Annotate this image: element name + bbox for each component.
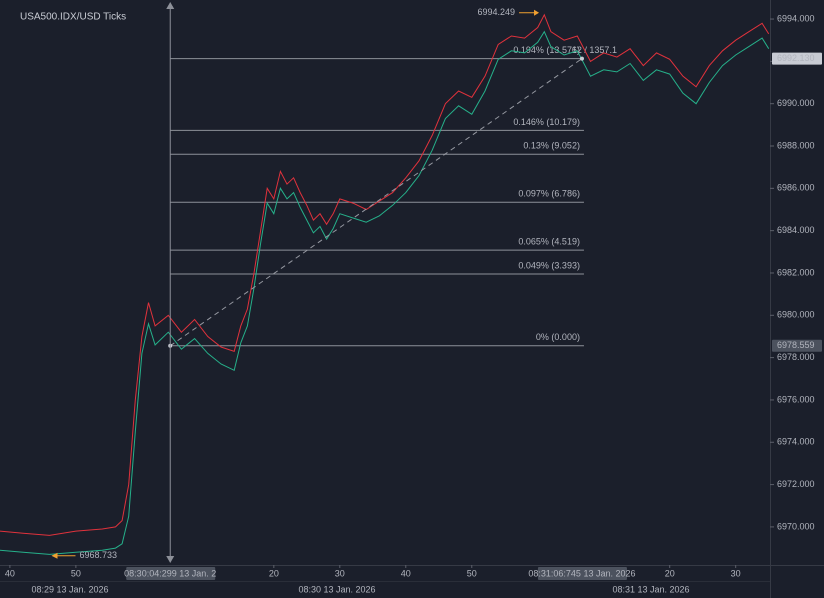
level-label: 0.065% (4.519) — [518, 237, 580, 247]
date-label: 08:31 13 Jan. 2026 — [612, 584, 689, 594]
y-tick-label: 6982.000 — [777, 267, 815, 277]
time-label-box — [126, 567, 216, 580]
low-label: 6968.733 — [79, 550, 117, 560]
y-tick-label: 6974.000 — [777, 437, 815, 447]
x-tick-label: 50 — [467, 568, 477, 578]
price-line — [0, 13, 770, 536]
crosshair-arrow — [166, 2, 175, 9]
price-label: 6978.559 — [777, 340, 815, 350]
time-label-box — [537, 567, 627, 580]
x-tick-label: 30 — [731, 568, 741, 578]
x-tick-label: 50 — [71, 568, 81, 578]
price-line — [0, 30, 770, 555]
high-label: 6994.249 — [477, 7, 515, 17]
time-label: 08:31:06:745 13 Jan. 2026 — [528, 568, 635, 578]
x-tick-label: 20 — [665, 568, 675, 578]
y-tick-label: 6994.000 — [777, 13, 815, 23]
x-tick-label: 40 — [5, 568, 15, 578]
y-tick-label: 6970.000 — [777, 521, 815, 531]
low-arrow-head — [51, 552, 58, 559]
level-label: 0.049% (3.393) — [518, 260, 580, 270]
y-tick-label: 6984.000 — [777, 225, 815, 235]
measure-label: 62 / 1357.1 — [572, 45, 617, 55]
y-tick-label: 6978.000 — [777, 352, 815, 362]
date-label: 08:30 13 Jan. 2026 — [298, 584, 375, 594]
x-tick-label: 40 — [401, 568, 411, 578]
y-tick-label: 6980.000 — [777, 310, 815, 320]
measure-point — [579, 56, 584, 61]
high-arrow-head — [534, 9, 540, 16]
crosshair-arrow — [166, 556, 175, 563]
x-tick-label: 30 — [335, 568, 345, 578]
chart-title: USA500.IDX/USD Ticks — [20, 12, 126, 23]
time-label: 08:30:04:299 13 Jan. 2 — [124, 568, 216, 578]
level-label: 0.13% (9.052) — [523, 141, 580, 151]
level-label: 0% (0.000) — [536, 332, 580, 342]
y-tick-label: 6986.000 — [777, 183, 815, 193]
y-tick-label: 6976.000 — [777, 394, 815, 404]
price-label-box — [772, 52, 822, 65]
price-label-box — [772, 339, 822, 352]
date-label: 08:29 13 Jan. 2026 — [31, 584, 108, 594]
y-tick-label: 6990.000 — [777, 98, 815, 108]
level-label: 0.194% (13.571) — [513, 45, 580, 55]
level-label: 0.097% (6.786) — [518, 189, 580, 199]
measure-line — [169, 58, 583, 347]
level-label: 0.146% (10.179) — [513, 117, 580, 127]
price-label: 6992.130 — [777, 53, 815, 63]
y-tick-label: 6972.000 — [777, 479, 815, 489]
y-tick-label: 6988.000 — [777, 140, 815, 150]
x-tick-label: 20 — [269, 568, 279, 578]
